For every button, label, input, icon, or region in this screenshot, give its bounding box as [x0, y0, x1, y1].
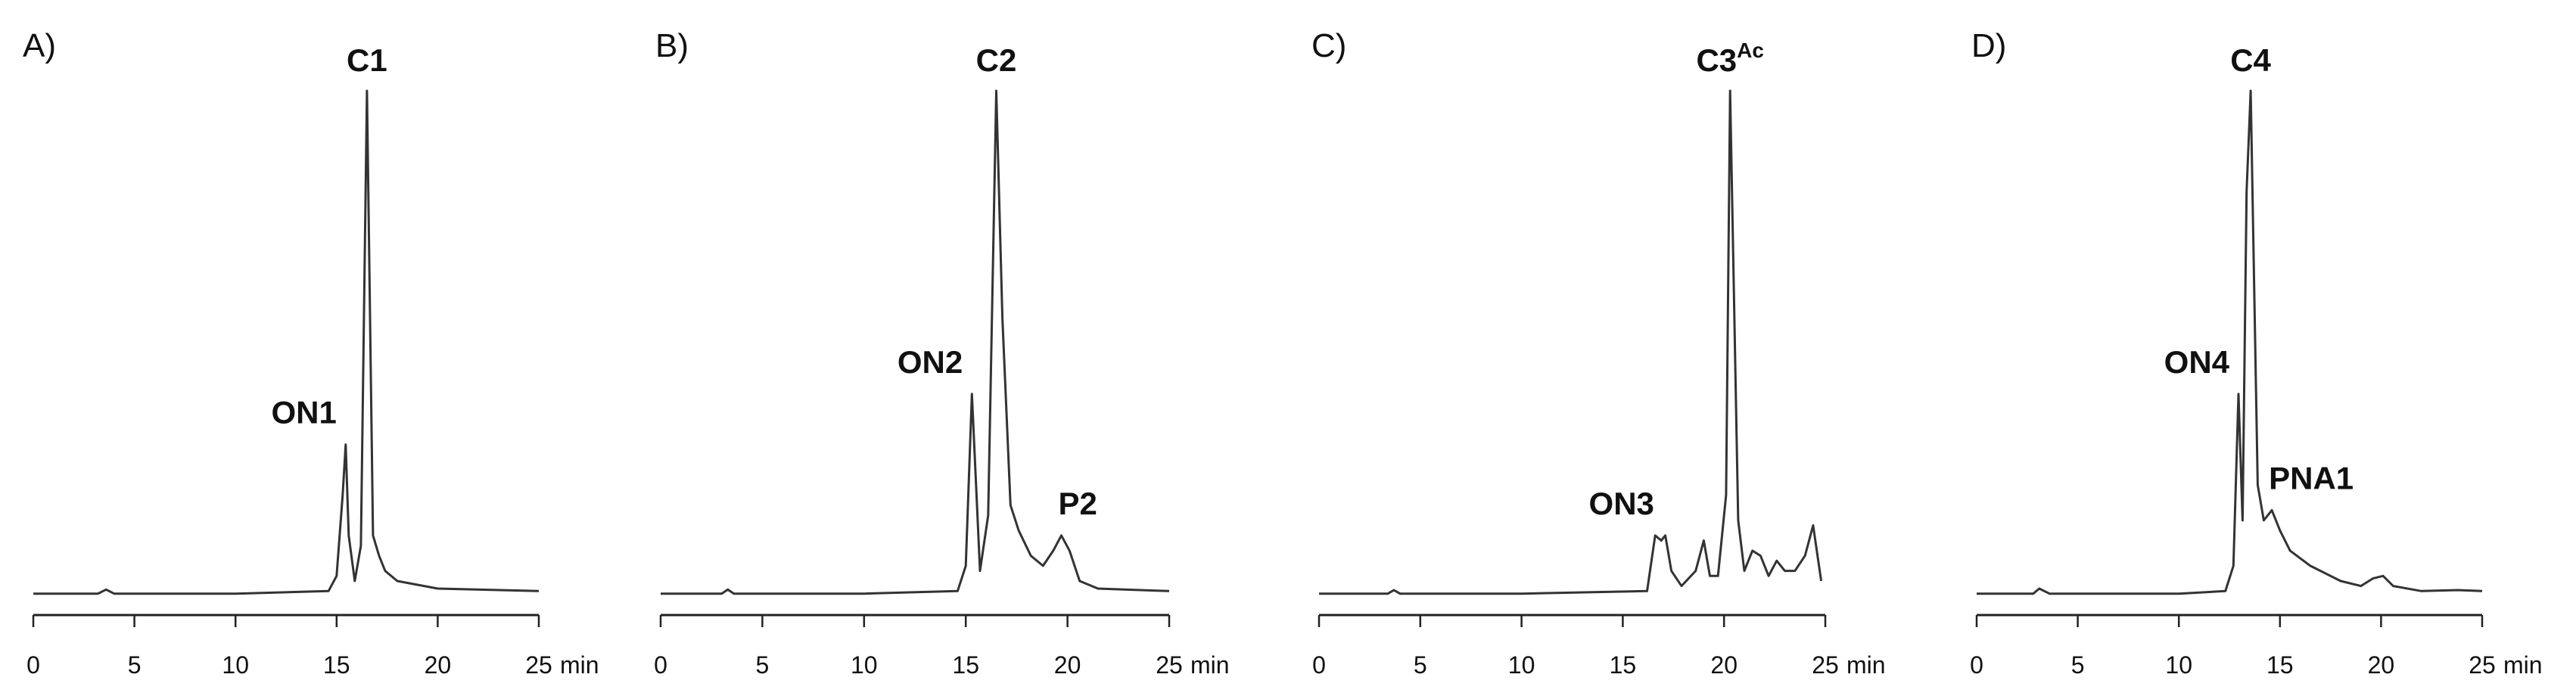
- x-tick-label: 25: [525, 651, 552, 679]
- x-tick-label: 5: [128, 651, 142, 679]
- peak-label-on1: ON1: [271, 395, 336, 430]
- x-tick-label: 20: [1710, 651, 1738, 679]
- peak-label-on3: ON3: [1589, 486, 1654, 521]
- peak-label-on4: ON4: [2164, 344, 2230, 380]
- peak-label-on2: ON2: [898, 344, 963, 380]
- peak-label-c3: C3Ac: [1696, 39, 1764, 78]
- x-tick-label: 5: [1414, 651, 1427, 679]
- chart-panel-1: A) 0 5 10 15 20 25 min ON1 C1: [23, 27, 599, 679]
- x-tick-label: 25: [1812, 651, 1839, 679]
- panel-label: D): [1971, 27, 2006, 64]
- peak-label-c1: C1: [347, 42, 387, 78]
- x-unit-label: min: [560, 651, 599, 679]
- peak-label-c2: C2: [976, 42, 1017, 78]
- peak-label-c4: C4: [2230, 42, 2271, 78]
- x-tick-label: 25: [2469, 651, 2496, 679]
- x-tick-label: 10: [222, 651, 249, 679]
- x-tick-label: 5: [2071, 651, 2085, 679]
- x-unit-label: min: [2503, 651, 2543, 679]
- x-tick-label: 25: [1156, 651, 1183, 679]
- x-tick-label: 20: [1054, 651, 1081, 679]
- peak-label-p2: P2: [1059, 486, 1097, 521]
- chart-panel-2: B) 0 5 10 15 20 25 min ON2 C2 P2: [654, 27, 1229, 679]
- peak-label-superscript: Ac: [1737, 39, 1764, 62]
- x-tick-label: 10: [851, 651, 878, 679]
- x-tick-label: 20: [425, 651, 452, 679]
- chromatogram-trace: [1977, 89, 2483, 595]
- x-tick-label: 20: [2368, 651, 2395, 679]
- x-tick-label: 10: [1508, 651, 1535, 679]
- x-tick-label: 5: [756, 651, 770, 679]
- x-tick-label: 15: [2266, 651, 2294, 679]
- x-unit-label: min: [1846, 651, 1886, 679]
- panel-label: A): [23, 27, 56, 64]
- x-tick-label: 0: [654, 651, 667, 679]
- chromatogram-trace: [661, 89, 1170, 595]
- x-tick-label: 0: [1970, 651, 1983, 679]
- x-tick-label: 15: [1610, 651, 1637, 679]
- chart-panel-3: C) 0 5 10 15 20 25 min ON3 C3Ac: [1311, 27, 1886, 679]
- panel-label: B): [655, 27, 689, 64]
- x-unit-label: min: [1190, 651, 1230, 679]
- chart-panel-4: D) 0 5 10 15 20 25 min ON4 C4 PNA1: [1970, 27, 2542, 679]
- x-tick-label: 0: [1312, 651, 1326, 679]
- x-tick-label: 10: [2165, 651, 2192, 679]
- x-tick-label: 15: [952, 651, 979, 679]
- x-tick-label: 0: [26, 651, 40, 679]
- x-tick-label: 15: [323, 651, 350, 679]
- peak-label-pna1: PNA1: [2269, 460, 2354, 496]
- panel-label: C): [1311, 27, 1346, 64]
- chromatogram-trace: [1319, 89, 1823, 595]
- chromatogram-trace: [33, 89, 540, 595]
